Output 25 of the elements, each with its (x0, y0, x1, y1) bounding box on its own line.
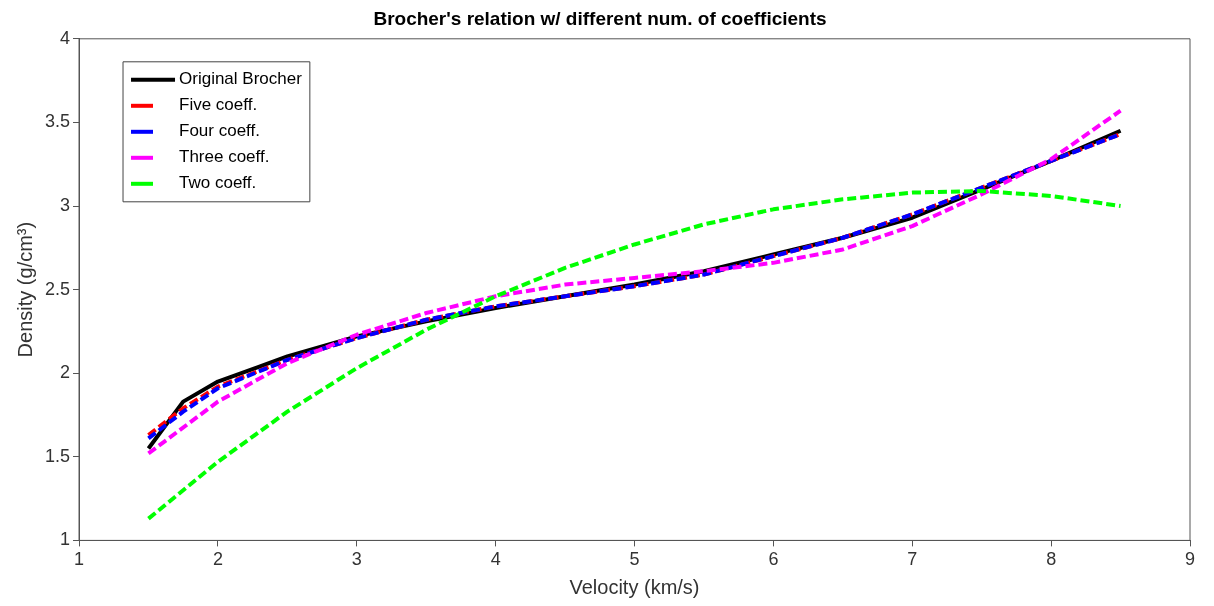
x-axis-title: Velocity (km/s) (569, 575, 700, 598)
x-tick-label: 6 (768, 549, 779, 570)
legend-label: Five coeff. (179, 95, 258, 115)
y-tick-label: 1.5 (44, 445, 71, 466)
legend-label: Three coeff. (179, 147, 270, 167)
line-series (146, 188, 1123, 521)
y-tick-label: 2 (60, 362, 71, 383)
x-tick-label: 8 (1046, 549, 1057, 570)
y-tick-label: 1 (60, 529, 71, 550)
x-tick-label: 2 (212, 549, 223, 570)
x-tick-label: 9 (1184, 549, 1196, 570)
y-tick-label: 4 (60, 27, 71, 48)
legend-label: Two coeff. (179, 173, 257, 193)
y-tick-label: 3 (60, 194, 71, 215)
legend-label: Four coeff. (179, 121, 260, 141)
y-tick-label: 3.5 (44, 111, 71, 132)
y-tick-label: 2.5 (44, 278, 71, 299)
chart-title: Brocher's relation w/ different num. of coefficients (373, 7, 827, 29)
x-tick-label: 5 (629, 549, 640, 570)
y-axis-title: Density (g/cm³) (13, 221, 36, 358)
x-tick-label: 7 (907, 549, 918, 570)
legend-label: Original Brocher (179, 69, 303, 89)
x-tick-label: 3 (351, 549, 362, 570)
x-tick-label: 1 (74, 549, 85, 570)
x-tick-label: 4 (490, 549, 501, 570)
